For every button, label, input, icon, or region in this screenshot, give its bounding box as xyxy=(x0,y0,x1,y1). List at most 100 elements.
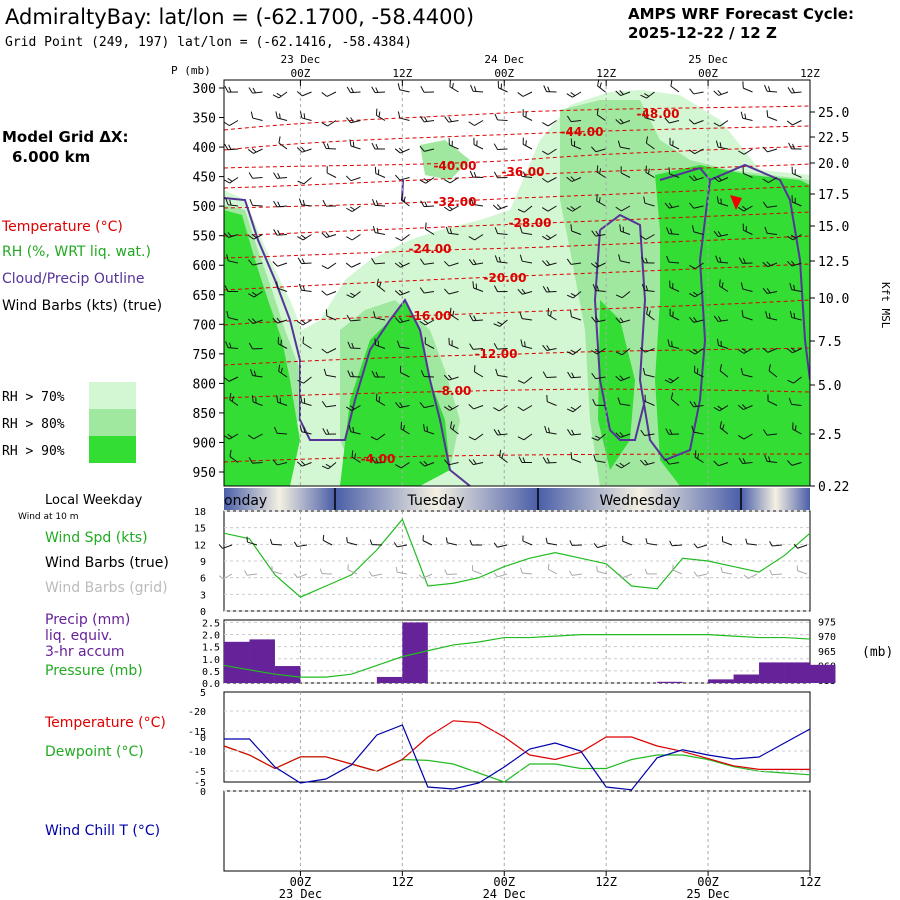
rh80-region-upper xyxy=(420,140,470,180)
wind-barb-flag xyxy=(542,150,549,155)
wind-barb-flag xyxy=(646,307,649,315)
wind-barb xyxy=(248,259,263,266)
wind-barb-flag xyxy=(321,348,328,354)
wind-barb-flag xyxy=(468,258,474,265)
wind-barb-flag xyxy=(715,140,719,148)
wind-barb xyxy=(738,257,753,264)
wind-barb-shaft xyxy=(227,347,239,349)
wind-barb-flag xyxy=(762,201,768,208)
wind-barb-flag xyxy=(493,171,498,178)
isotherm-40 xyxy=(224,145,810,169)
wind-barb xyxy=(762,146,778,153)
wind-barb-shaft xyxy=(742,316,753,321)
rh90-region-right xyxy=(655,165,810,486)
wind-barb xyxy=(397,111,410,121)
surface-wind-barb-shaft xyxy=(722,541,733,546)
grid-wind-barb-flag xyxy=(743,574,749,579)
wind-barb-shaft xyxy=(472,319,484,322)
wind-barb-flag xyxy=(689,88,695,95)
wind-speed-line xyxy=(223,518,811,598)
wind-barb-flag xyxy=(223,232,229,238)
height-axis: 25.0 22.5 20.0 17.5 15.0 12.5 10.0 7.5 5.0 2.5 0.2… xyxy=(810,106,849,495)
wind-barb-shaft xyxy=(277,262,288,267)
wind-barb-shaft xyxy=(743,433,753,440)
grid-wind-barb-flag xyxy=(520,567,523,574)
grid-wind-barb-flag xyxy=(293,573,299,578)
wind-barb xyxy=(395,402,410,409)
wind-barb xyxy=(643,110,655,121)
wind-barb-shaft xyxy=(791,462,802,466)
wind-barb-flag xyxy=(764,84,768,92)
wind-barb xyxy=(596,194,606,207)
model-grid-value: 6.000 km xyxy=(12,148,90,166)
wind-barb xyxy=(373,311,386,321)
wind-barb-flag xyxy=(570,206,576,211)
wind-barb-flag xyxy=(618,254,621,261)
wind-barb-flag xyxy=(542,371,547,378)
wind-barb-shaft xyxy=(473,262,484,266)
wind-barb xyxy=(251,395,263,406)
wind-barb-flag xyxy=(448,337,450,345)
wind-barb-flag xyxy=(738,457,743,464)
wind-barb xyxy=(247,433,263,440)
wind-barb xyxy=(717,338,729,349)
wind-barb-flag xyxy=(278,136,281,144)
grid-wind-barb xyxy=(347,564,358,575)
isotherm-label: -16.00 xyxy=(409,309,452,323)
wind-barb xyxy=(719,421,729,435)
wind-barb xyxy=(519,170,533,178)
wind-barb-flag xyxy=(713,315,719,322)
wind-barb-shaft xyxy=(227,148,239,151)
wind-barb-flag xyxy=(593,454,597,461)
wind-barb-flag xyxy=(519,254,523,262)
wind-barb-shaft xyxy=(376,433,386,441)
wind-barb-flag xyxy=(768,313,771,319)
wind-barb-flag xyxy=(544,425,548,433)
wind-barb-flag xyxy=(272,94,280,99)
surface-wind-barb-flag xyxy=(393,542,398,548)
wind-barb xyxy=(449,307,459,321)
grid-wind-barb xyxy=(644,568,658,575)
wind-barb-flag xyxy=(517,380,525,384)
wind-barb-shaft xyxy=(301,431,312,435)
grid-wind-barb-shaft xyxy=(572,573,583,576)
grid-wind-barb-flag xyxy=(444,569,448,575)
wind-barb-shaft xyxy=(449,344,459,349)
grid-wind-barb-shaft xyxy=(223,573,233,580)
wind-barb xyxy=(620,166,631,178)
surface-wind-barb-flag xyxy=(669,540,673,546)
grid-wind-barb-flag xyxy=(471,565,474,571)
wind-barb-shaft xyxy=(326,91,337,97)
wind-barb-shaft xyxy=(792,172,802,178)
cloud-outline-inner xyxy=(593,229,646,441)
height-tick-label: 17.5 xyxy=(818,188,849,203)
wind-barb-shaft xyxy=(522,91,533,97)
wind-barb xyxy=(296,319,312,326)
top-date-label: 24 Dec xyxy=(484,53,524,66)
precip-tick-label: 1.5 xyxy=(202,643,220,654)
wind-barb-shaft xyxy=(768,177,778,184)
isotherm-label: -36.00 xyxy=(502,165,545,179)
wind-barb-flag xyxy=(766,261,771,266)
wind-barb-flag xyxy=(448,138,450,145)
wind-barb-shaft xyxy=(301,148,312,153)
wind-barb-flag xyxy=(419,461,426,467)
wind-barb-shaft xyxy=(252,262,263,266)
wind-barb-shaft xyxy=(301,262,312,265)
wind-barb-shaft xyxy=(571,177,582,183)
wind-barb-shaft xyxy=(522,232,533,235)
wind-barb-flag xyxy=(666,227,670,234)
wind-barb-shaft xyxy=(401,234,410,241)
wind-barb-flag xyxy=(247,434,255,440)
grid-wind-barb-shaft xyxy=(597,570,608,575)
wind-barb-shaft xyxy=(350,319,361,322)
wind-barb xyxy=(765,311,778,321)
wind-barb-flag xyxy=(693,401,697,407)
wind-barb xyxy=(346,205,361,213)
surface-wind-barb-shaft xyxy=(747,543,758,546)
grid-wind-barb-shaft xyxy=(722,571,733,575)
wind-barb-shaft xyxy=(474,120,484,126)
wind-barb-flag xyxy=(223,376,230,382)
wind-barb-flag xyxy=(672,140,674,146)
wind-barb xyxy=(737,433,753,440)
